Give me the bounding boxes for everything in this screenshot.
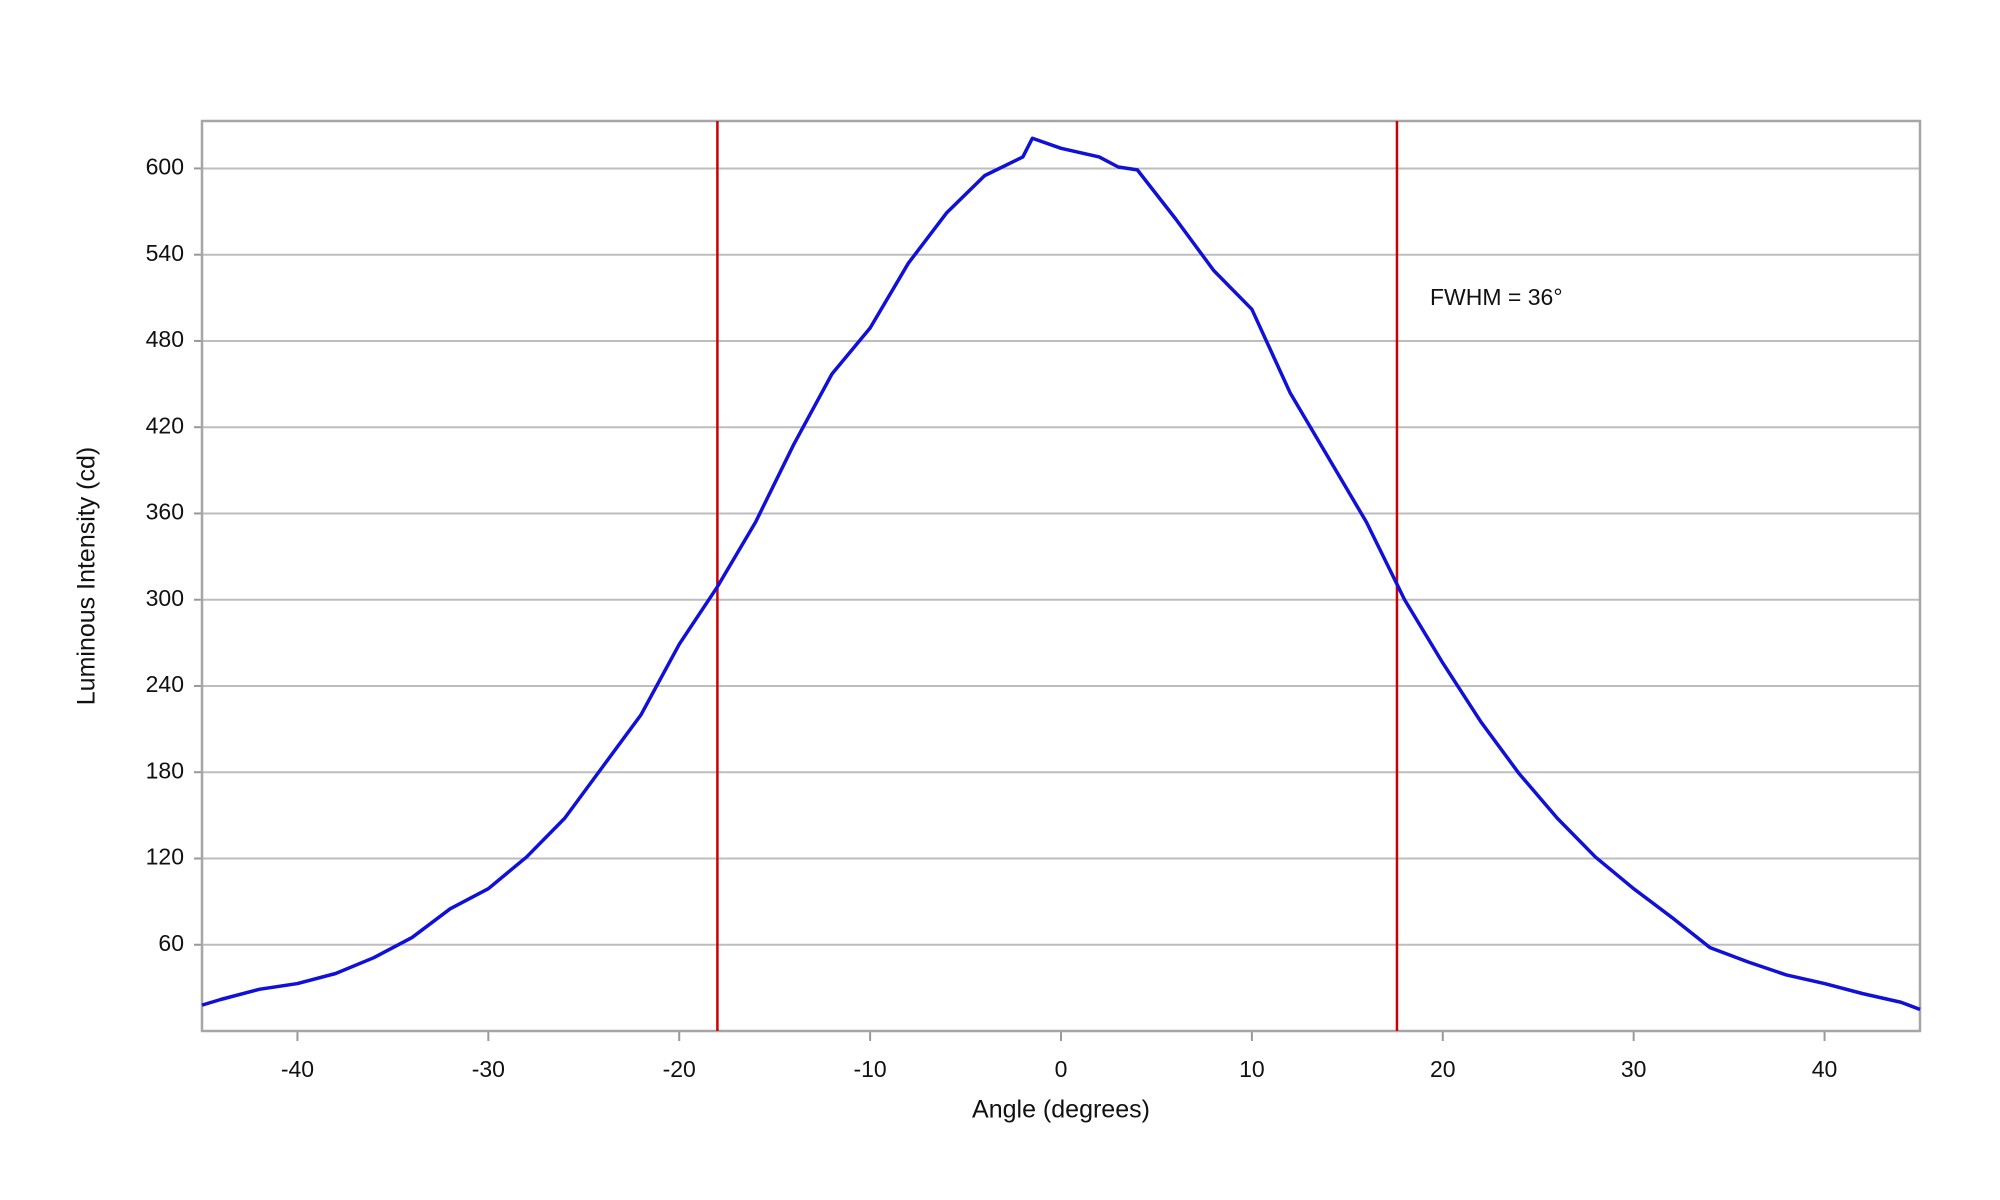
x-tick-label: 10 — [1239, 1056, 1265, 1082]
x-tick-label: 20 — [1430, 1056, 1456, 1082]
y-tick-label: 420 — [146, 412, 184, 438]
y-tick-label: 120 — [146, 844, 184, 870]
y-axis-label: Luminous Intensity (cd) — [73, 447, 101, 705]
x-tick-label: -40 — [281, 1056, 314, 1082]
plot-frame — [200, 119, 1922, 1033]
annotation: FWHM = 36° — [1430, 284, 1563, 310]
y-tick-label: 180 — [146, 757, 184, 783]
y-tick-label: 480 — [146, 326, 184, 352]
x-axis-label: Angle (degrees) — [972, 1096, 1150, 1124]
data-line — [201, 136, 1921, 1012]
x-tick-label: 0 — [1055, 1056, 1068, 1082]
x-tick-label: -30 — [472, 1056, 505, 1082]
y-tick-label: 300 — [146, 585, 184, 611]
y-tick-label: 60 — [158, 930, 184, 956]
x-tick-label: -20 — [663, 1056, 696, 1082]
x-tick-label: -10 — [853, 1056, 886, 1082]
x-tick-label: 30 — [1621, 1056, 1647, 1082]
y-tick-label: 240 — [146, 671, 184, 697]
y-tick-label: 540 — [146, 240, 184, 266]
x-tick-label: 40 — [1812, 1056, 1838, 1082]
y-tick-label: 600 — [146, 154, 184, 180]
y-tick-label: 360 — [146, 499, 184, 525]
